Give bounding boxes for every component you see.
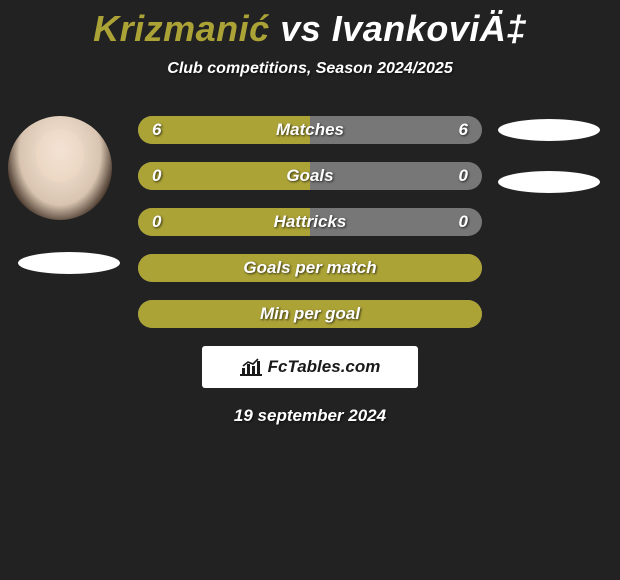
- stat-bar: 0 Goals 0: [138, 162, 482, 190]
- bar-value-left: 6: [152, 120, 161, 140]
- subtitle: Club competitions, Season 2024/2025: [0, 60, 620, 78]
- bar-label: Goals: [286, 166, 333, 186]
- player2-pill-1: [498, 119, 600, 141]
- bar-value-right: 0: [459, 166, 468, 186]
- bar-value-right: 6: [459, 120, 468, 140]
- bar-label: Goals per match: [243, 258, 376, 278]
- chart-icon: [240, 358, 262, 376]
- stat-bars: 6 Matches 6 0 Goals 0 0 Hattricks 0 Goals per mat…: [138, 116, 482, 328]
- vs-text: vs: [280, 8, 321, 49]
- comparison-title: Krizmanić vs IvankoviÄ‡: [0, 0, 620, 50]
- stat-bar: Min per goal: [138, 300, 482, 328]
- bar-value-right: 0: [459, 212, 468, 232]
- stats-area: 6 Matches 6 0 Goals 0 0 Hattricks 0 Goals per mat…: [0, 116, 620, 328]
- timestamp: 19 september 2024: [0, 406, 620, 426]
- bar-fill-left: [138, 162, 310, 190]
- bar-label: Min per goal: [260, 304, 360, 324]
- player2-pill-2: [498, 171, 600, 193]
- player2-name: IvankoviÄ‡: [332, 8, 527, 49]
- stat-bar: 6 Matches 6: [138, 116, 482, 144]
- bar-label: Matches: [276, 120, 344, 140]
- stat-bar: 0 Hattricks 0: [138, 208, 482, 236]
- player1-avatar: [8, 116, 112, 220]
- player1-name: Krizmanić: [93, 8, 270, 49]
- brand-text: FcTables.com: [268, 357, 381, 377]
- bar-label: Hattricks: [274, 212, 347, 232]
- bar-value-left: 0: [152, 166, 161, 186]
- player1-pill: [18, 252, 120, 274]
- stat-bar: Goals per match: [138, 254, 482, 282]
- brand-box[interactable]: FcTables.com: [202, 346, 418, 388]
- bar-value-left: 0: [152, 212, 161, 232]
